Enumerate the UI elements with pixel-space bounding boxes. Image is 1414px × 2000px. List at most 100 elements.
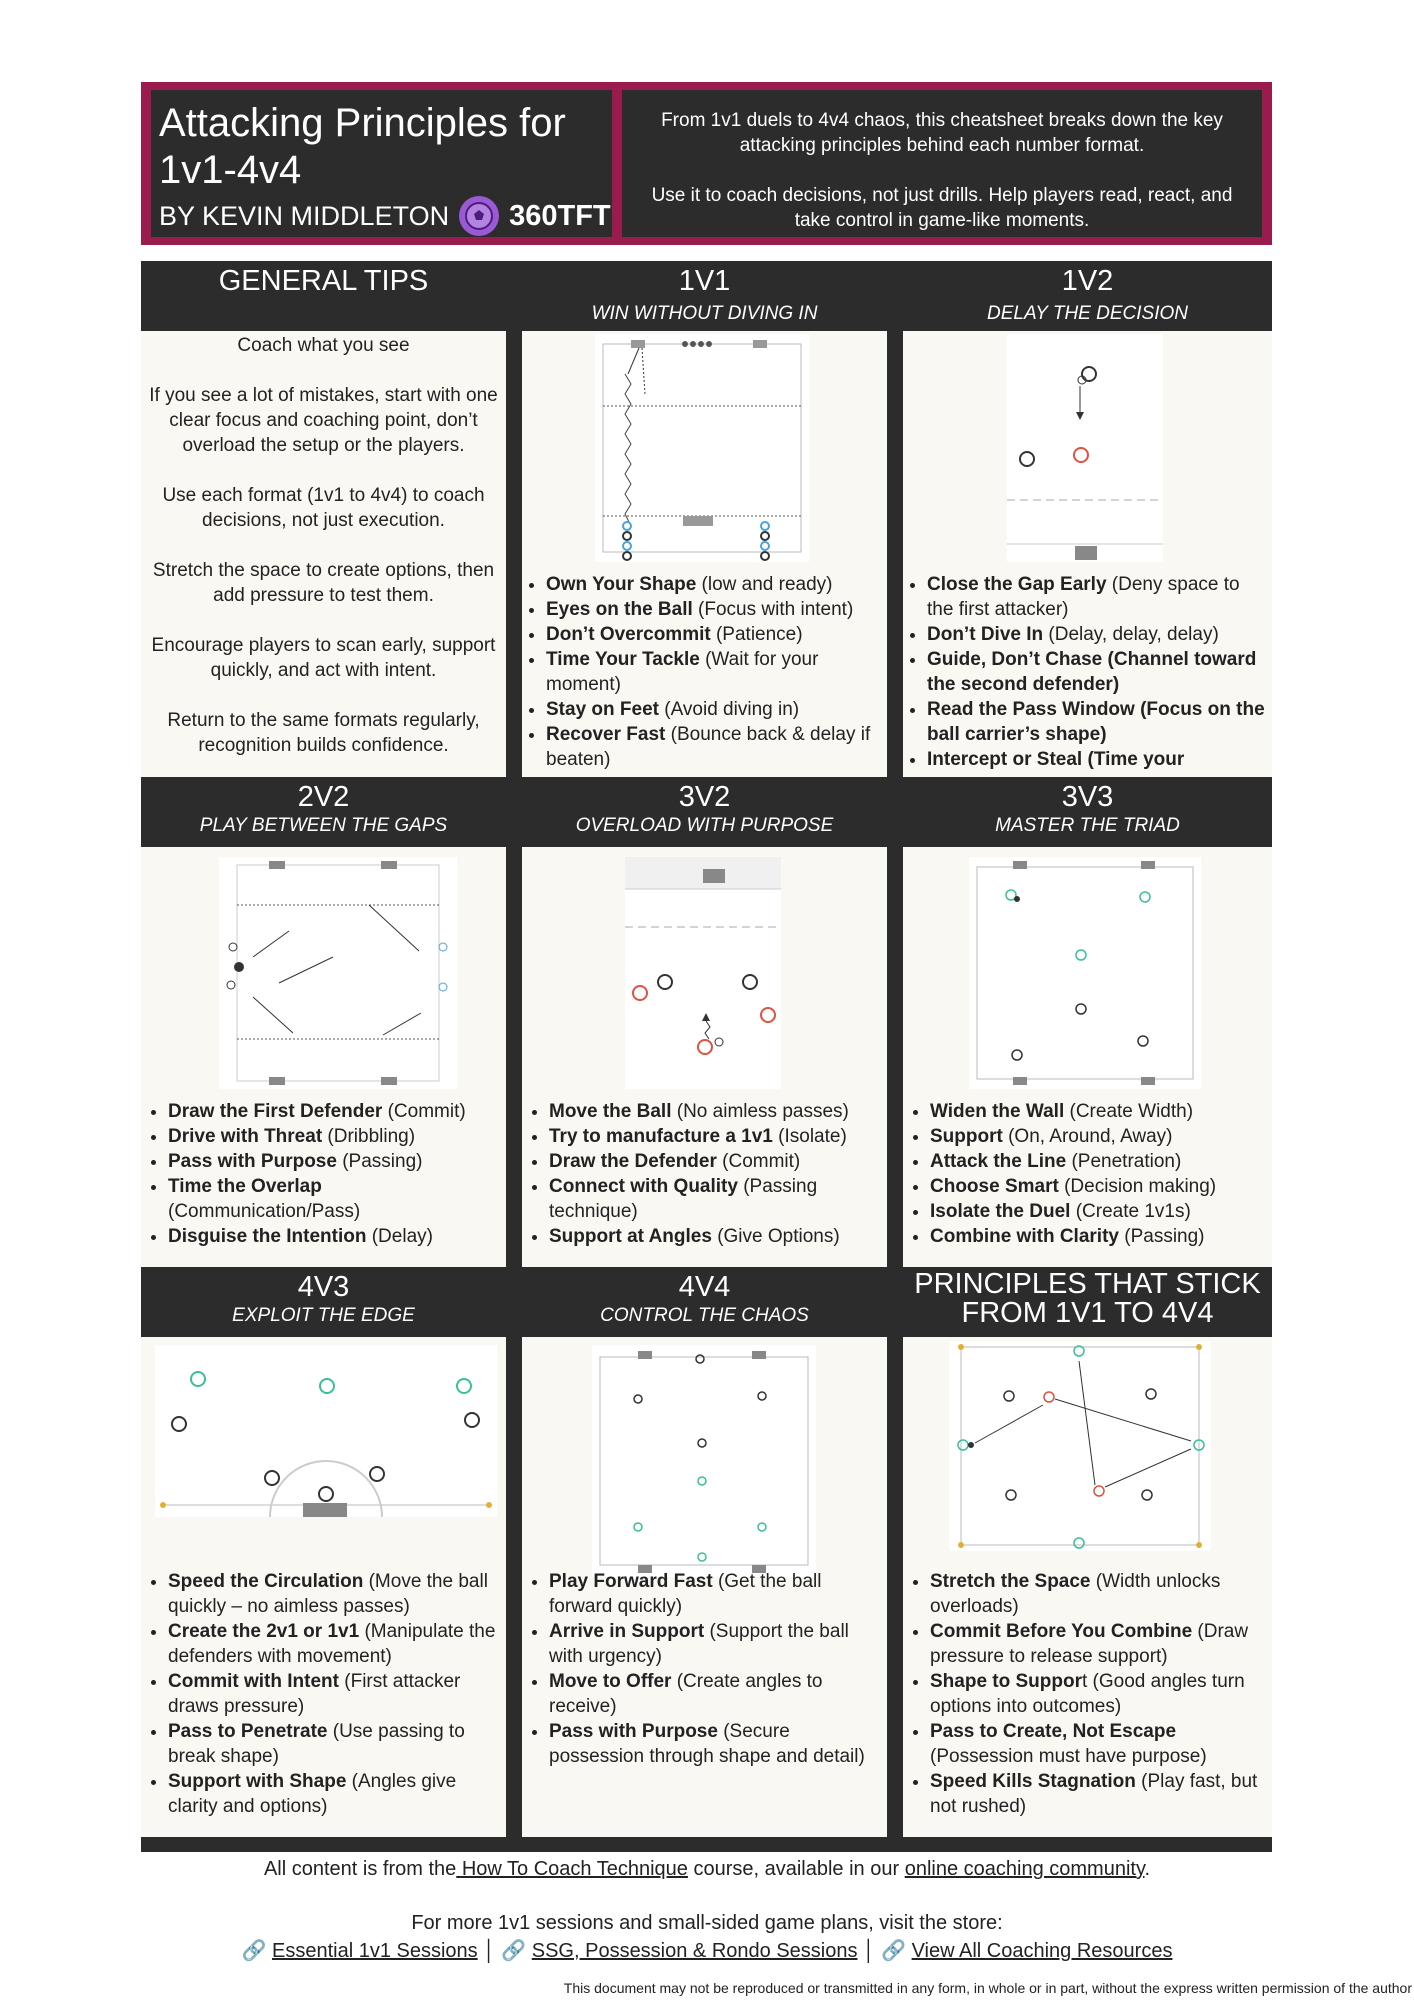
section-header-principles: PRINCIPLES THAT STICK FROM 1V1 TO 4V4 bbox=[903, 1267, 1272, 1337]
bullet: Create the 2v1 or 1v1 (Manipulate the de… bbox=[168, 1619, 504, 1669]
tip: Encourage players to scan early, support… bbox=[151, 635, 496, 681]
intro-paragraph: From 1v1 duels to 4v4 chaos, this cheats… bbox=[661, 110, 1223, 156]
bullet: Draw the Defender (Commit) bbox=[549, 1149, 885, 1174]
bullet: Support with Shape (Angles give clarity … bbox=[168, 1769, 504, 1819]
bullet: Stretch the Space (Width unlocks overloa… bbox=[930, 1569, 1270, 1619]
section-subtitle: DELAY THE DECISION bbox=[987, 303, 1188, 324]
bullet: Read the Pass Window (Focus on the ball … bbox=[927, 697, 1269, 747]
bullet-list-principles: Stretch the Space (Width unlocks overloa… bbox=[906, 1569, 1270, 1819]
section-subtitle: WIN WITHOUT DIVING IN bbox=[591, 303, 818, 324]
section-header-2v2: 2V2 PLAY BETWEEN THE GAPS bbox=[141, 777, 506, 847]
tip: Return to the same formats regularly, re… bbox=[167, 710, 480, 756]
ssg-possession-rondo-link[interactable]: SSG, Possession & Rondo Sessions bbox=[531, 1940, 858, 1962]
cheatsheet-grid: GENERAL TIPS 1V1 WIN WITHOUT DIVING IN 1… bbox=[141, 261, 1272, 1852]
bullet-list-3v2: Move the Ball (No aimless passes) Try to… bbox=[525, 1099, 885, 1249]
panel-2v2: Draw the First Defender (Commit) Drive w… bbox=[141, 847, 506, 1267]
section-title: 1V2 bbox=[1061, 265, 1114, 297]
bullet: Eyes on the Ball (Focus with intent) bbox=[546, 597, 884, 622]
bullet: Choose Smart (Decision making) bbox=[930, 1174, 1270, 1199]
section-title: 4V3 bbox=[297, 1271, 350, 1303]
separator: │ bbox=[863, 1940, 876, 1962]
bullet: Time Your Tackle (Wait for your moment) bbox=[546, 647, 884, 697]
separator: │ bbox=[483, 1940, 496, 1962]
bullet: Guide, Don’t Chase (Channel toward the s… bbox=[927, 647, 1269, 697]
footer-text: course, available in our bbox=[687, 1858, 905, 1880]
pitch-diagram-2v2 bbox=[219, 857, 457, 1089]
bullet: Own Your Shape (low and ready) bbox=[546, 572, 884, 597]
section-header-3v3: 3V3 MASTER THE TRIAD bbox=[903, 777, 1272, 847]
byline: BY KEVIN MIDDLETON 360TFT bbox=[159, 196, 611, 236]
copyright-notice: This document may not be reproduced or t… bbox=[563, 1980, 1412, 1996]
bullet: Shape to Support (Good angles turn optio… bbox=[930, 1669, 1270, 1719]
bullet: Connect with Quality (Passing technique) bbox=[549, 1174, 885, 1224]
section-header-4v4: 4V4 CONTROL THE CHAOS bbox=[522, 1267, 887, 1337]
soccer-ball-logo-icon bbox=[459, 196, 500, 236]
bullet: Time the Overlap (Communication/Pass) bbox=[168, 1174, 504, 1224]
bullet: Recover Fast (Bounce back & delay if bea… bbox=[546, 722, 884, 772]
how-to-coach-technique-link[interactable]: How To Coach Technique bbox=[456, 1858, 688, 1880]
section-header-1v1: 1V1 WIN WITHOUT DIVING IN bbox=[522, 261, 887, 331]
bullet: Pass to Penetrate (Use passing to break … bbox=[168, 1719, 504, 1769]
link-icon: 🔗 bbox=[881, 1940, 907, 1962]
section-header-3v2: 3V2 OVERLOAD WITH PURPOSE bbox=[522, 777, 887, 847]
section-title: 3V2 bbox=[678, 781, 731, 813]
section-subtitle: EXPLOIT THE EDGE bbox=[232, 1305, 415, 1326]
tip: Use each format (1v1 to 4v4) to coach de… bbox=[162, 485, 485, 531]
tip: Stretch the space to create options, the… bbox=[152, 560, 495, 606]
bullet: Pass to Create, Not Escape (Possession m… bbox=[930, 1719, 1270, 1769]
section-title: GENERAL TIPS bbox=[218, 265, 429, 297]
bullet: Disguise the Intention (Delay) bbox=[168, 1224, 504, 1249]
tip: Coach what you see bbox=[237, 335, 410, 356]
panel-4v4: Play Forward Fast (Get the ball forward … bbox=[522, 1337, 887, 1837]
pitch-diagram-principles bbox=[949, 1341, 1211, 1551]
panel-3v2: Move the Ball (No aimless passes) Try to… bbox=[522, 847, 887, 1267]
bullet: Move to Offer (Create angles to receive) bbox=[549, 1669, 885, 1719]
page-title: Attacking Principles for 1v1-4v4 bbox=[159, 101, 566, 192]
bullet: Intercept or Steal (Time your bbox=[927, 747, 1269, 772]
footer-text: . bbox=[1144, 1858, 1151, 1880]
bullet: Stay on Feet (Avoid diving in) bbox=[546, 697, 884, 722]
section-title: 4V4 bbox=[678, 1271, 731, 1303]
view-all-resources-link[interactable]: View All Coaching Resources bbox=[911, 1940, 1173, 1962]
bullet-list-1v1: Own Your Shape (low and ready) Eyes on t… bbox=[522, 572, 884, 772]
section-subtitle: MASTER THE TRIAD bbox=[995, 815, 1180, 836]
bullet: Commit Before You Combine (Draw pressure… bbox=[930, 1619, 1270, 1669]
bullet: Draw the First Defender (Commit) bbox=[168, 1099, 504, 1124]
footer-credit-line: All content is from the How To Coach Tec… bbox=[0, 1858, 1414, 1881]
section-title: PRINCIPLES THAT STICK FROM 1V1 TO 4V4 bbox=[914, 1268, 1261, 1329]
bullet-list-3v3: Widen the Wall (Create Width) Support (O… bbox=[906, 1099, 1270, 1249]
bullet: Move the Ball (No aimless passes) bbox=[549, 1099, 885, 1124]
footer-text: All content is from the bbox=[263, 1858, 457, 1880]
intro-paragraph: Use it to coach decisions, not just dril… bbox=[651, 185, 1233, 231]
section-title: 2V2 bbox=[297, 781, 350, 813]
link-icon: 🔗 bbox=[501, 1940, 527, 1962]
pitch-diagram-3v3 bbox=[969, 857, 1201, 1089]
bullet: Arrive in Support (Support the ball with… bbox=[549, 1619, 885, 1669]
online-coaching-community-link[interactable]: online coaching community bbox=[904, 1858, 1145, 1880]
bullet: Widen the Wall (Create Width) bbox=[930, 1099, 1270, 1124]
footer-store-line: For more 1v1 sessions and small-sided ga… bbox=[0, 1912, 1414, 1935]
bullet: Speed the Circulation (Move the ball qui… bbox=[168, 1569, 504, 1619]
footer-links: 🔗 Essential 1v1 Sessions │ 🔗 SSG, Posses… bbox=[0, 1938, 1414, 1963]
bullet: Try to manufacture a 1v1 (Isolate) bbox=[549, 1124, 885, 1149]
bullet: Speed Kills Stagnation (Play fast, but n… bbox=[930, 1769, 1270, 1819]
author: BY KEVIN MIDDLETON bbox=[159, 201, 450, 231]
bullet-list-2v2: Draw the First Defender (Commit) Drive w… bbox=[144, 1099, 504, 1249]
general-tips-panel: Coach what you see If you see a lot of m… bbox=[141, 331, 506, 777]
pitch-diagram-4v3 bbox=[155, 1345, 497, 1518]
section-header-4v3: 4V3 EXPLOIT THE EDGE bbox=[141, 1267, 506, 1337]
panel-1v2: Close the Gap Early (Deny space to the f… bbox=[903, 331, 1272, 777]
pitch-diagram-3v2 bbox=[625, 857, 781, 1089]
pitch-diagram-4v4 bbox=[592, 1345, 816, 1577]
section-subtitle: OVERLOAD WITH PURPOSE bbox=[575, 815, 834, 836]
section-title: 3V3 bbox=[1061, 781, 1114, 813]
tip: If you see a lot of mistakes, start with… bbox=[149, 385, 498, 456]
bullet: Commit with Intent (First attacker draws… bbox=[168, 1669, 504, 1719]
panel-1v1: Own Your Shape (low and ready) Eyes on t… bbox=[522, 331, 887, 777]
brand-logo-text: 360TFT bbox=[509, 200, 611, 232]
bullet-list-4v3: Speed the Circulation (Move the ball qui… bbox=[144, 1569, 504, 1819]
essential-1v1-sessions-link[interactable]: Essential 1v1 Sessions bbox=[271, 1940, 478, 1962]
bullet: Support at Angles (Give Options) bbox=[549, 1224, 885, 1249]
bullet: Don’t Dive In (Delay, delay, delay) bbox=[927, 622, 1269, 647]
panel-4v3: Speed the Circulation (Move the ball qui… bbox=[141, 1337, 506, 1837]
